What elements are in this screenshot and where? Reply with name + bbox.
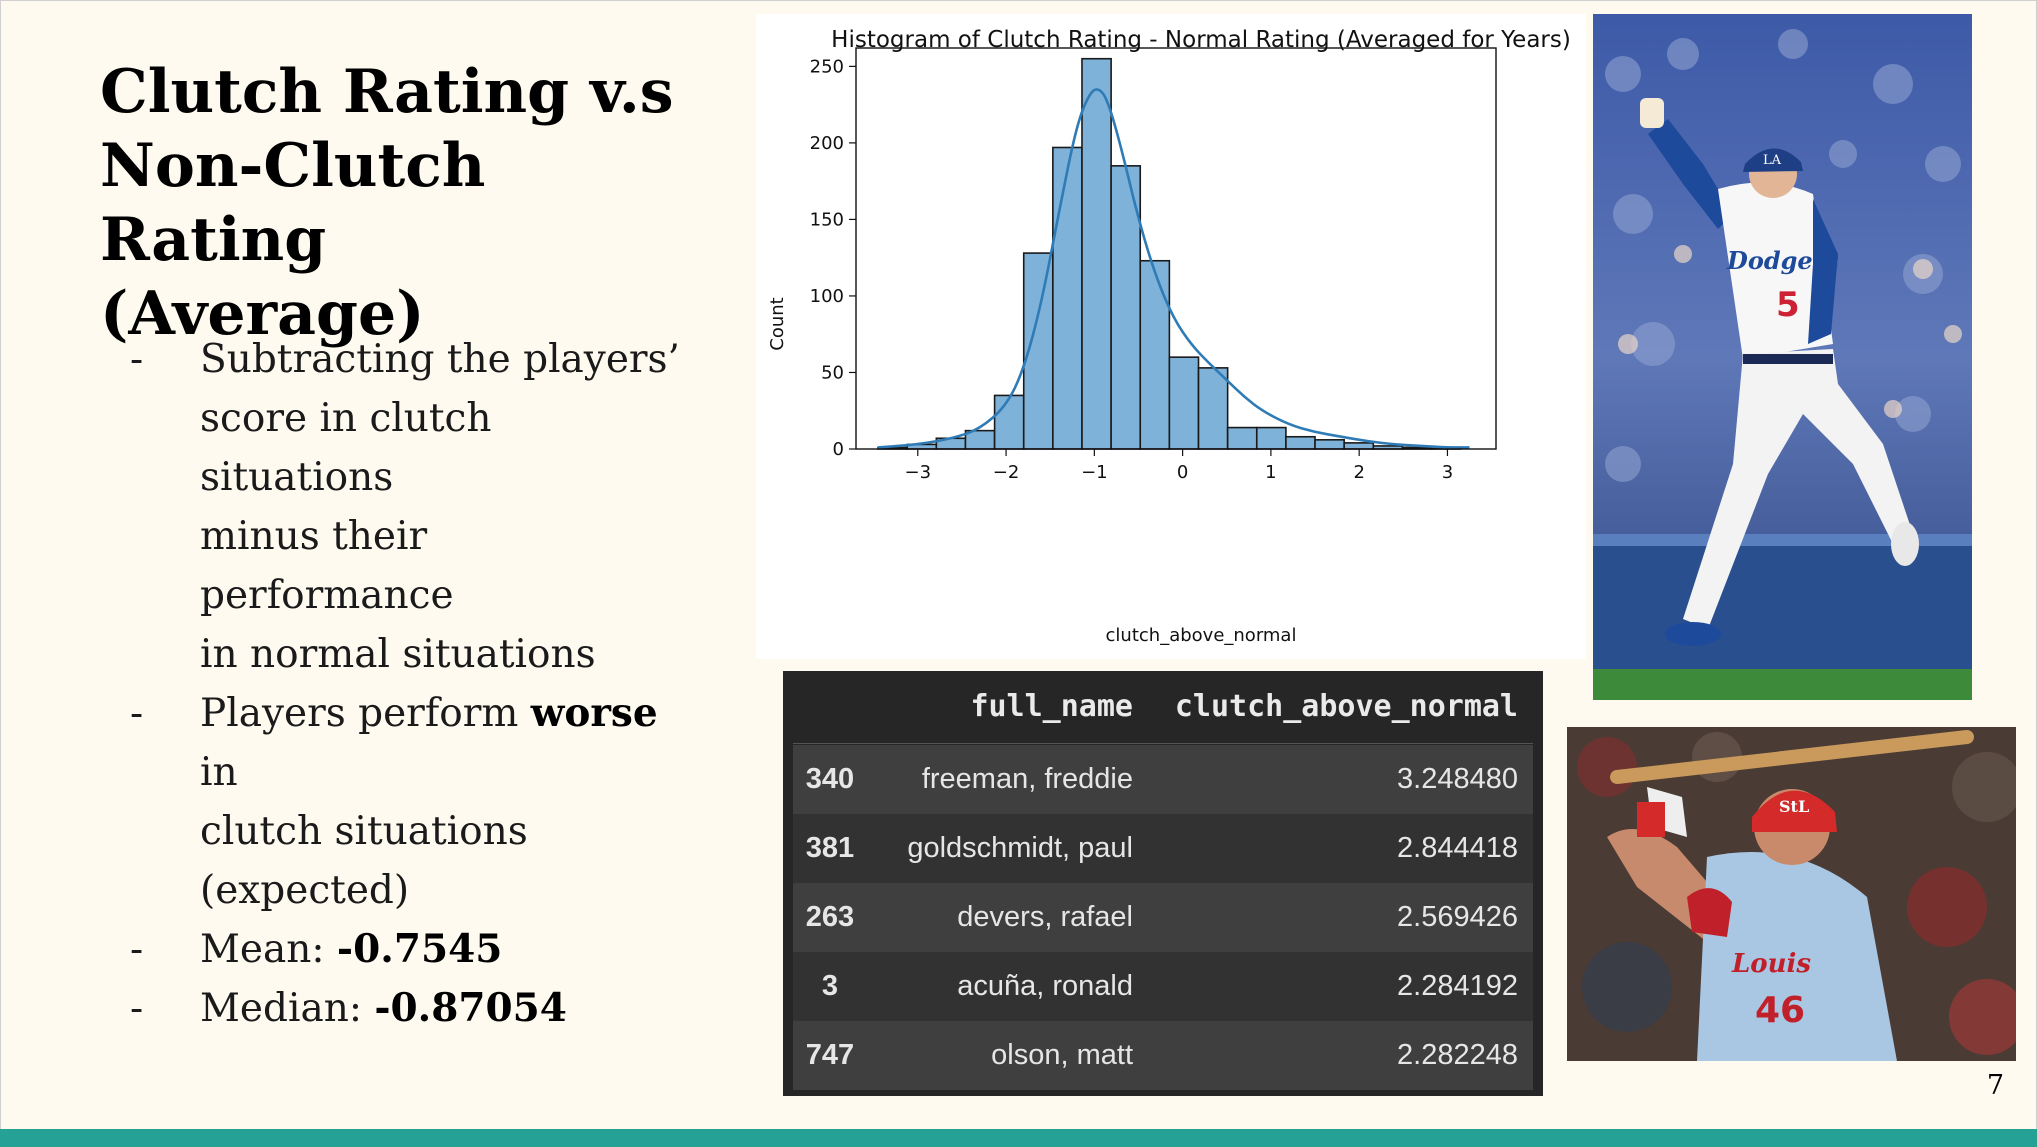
table-header: full_name clutch_above_normal: [793, 671, 1533, 744]
x-tick-label: −2: [993, 462, 1020, 483]
cap-text: StL: [1779, 797, 1809, 816]
table-row: 263 devers, rafael 2.569426: [793, 883, 1533, 952]
row-name: devers, rafael: [957, 901, 1133, 933]
histogram-svg: Histogram of Clutch Rating - Normal Rati…: [767, 27, 1571, 646]
bullet-line: minus their performance: [200, 514, 454, 618]
bullet-dash: -: [130, 691, 144, 736]
row-name: acuña, ronald: [957, 970, 1133, 1002]
x-tick-label: −1: [1081, 462, 1108, 483]
bullet-line: (expected): [200, 868, 410, 913]
bullet-item: - Subtracting the players’ score in clut…: [130, 330, 690, 684]
histogram-bar: [1139, 259, 1171, 450]
header-clutch-above-normal: clutch_above_normal: [1174, 689, 1518, 724]
slide-title: Clutch Rating v.s Non-Clutch Rating (Ave…: [100, 55, 700, 351]
x-tick-label: 2: [1353, 462, 1364, 483]
histogram-bar: [1197, 367, 1229, 450]
row-value: 2.284192: [1397, 970, 1518, 1002]
histogram-bar: [1255, 426, 1287, 450]
photo-dodgers-player: Dodgers 5 LA: [1593, 14, 1972, 700]
bullet-list: - Subtracting the players’ score in clut…: [130, 330, 690, 1038]
page-number: 7: [1986, 1070, 2004, 1101]
dodgers-player-illustration: Dodgers 5 LA: [1593, 14, 1972, 700]
cap-text: LA: [1763, 153, 1782, 168]
row-name: olson, matt: [991, 1039, 1133, 1071]
x-tick-label: 1: [1265, 462, 1276, 483]
title-line-2: Non-Clutch Rating: [100, 131, 486, 275]
photo-cardinals-player: StL Louis 46: [1567, 727, 2016, 1061]
title-line-3: (Average): [100, 279, 425, 349]
bullet-bold: worse: [530, 690, 658, 736]
jersey-number: 5: [1776, 285, 1800, 325]
top-clutch-table: full_name clutch_above_normal 340 freema…: [783, 671, 1543, 1096]
median-value: -0.87054: [374, 985, 567, 1031]
table-row: 3 acuña, ronald 2.284192: [793, 952, 1533, 1021]
row-value: 3.248480: [1397, 763, 1518, 795]
y-tick-label: 50: [821, 362, 844, 383]
mean-value: -0.7545: [336, 926, 503, 972]
row-value: 2.569426: [1397, 901, 1518, 933]
bullet-line: score in clutch situations: [200, 396, 492, 500]
y-tick-label: 100: [810, 286, 844, 307]
bullet-line: in normal situations: [200, 632, 596, 677]
y-tick-label: 250: [810, 56, 844, 77]
row-value: 2.844418: [1397, 832, 1518, 864]
row-value: 2.282248: [1397, 1039, 1518, 1071]
row-name: goldschmidt, paul: [907, 832, 1133, 864]
bullet-dash: -: [130, 927, 144, 972]
bar-group: [877, 57, 1462, 450]
x-tick-label: −3: [905, 462, 932, 483]
accent-bar: [0, 1129, 2037, 1147]
bullet-text: Players perform: [200, 691, 531, 736]
bullet-text: Mean:: [200, 927, 337, 972]
jersey-text: Dodgers: [1726, 246, 1839, 275]
row-index: 3: [821, 970, 839, 1002]
plot-frame: [855, 47, 1497, 450]
bullet-line: clutch situations: [200, 809, 528, 854]
bullet-item: - Players perform worse in clutch situat…: [130, 684, 690, 920]
axes-group: −3 −2 −1 0 1 2 3 0 50 100 150 200 250: [810, 47, 1497, 483]
y-tick-label: 200: [810, 133, 844, 154]
bullet-line: Subtracting the players’: [200, 337, 680, 382]
bullet-item-median: - Median: -0.87054: [130, 979, 690, 1038]
histogram-bar: [993, 394, 1025, 450]
table-row: 381 goldschmidt, paul 2.844418: [793, 814, 1533, 883]
bullet-dash: -: [130, 986, 144, 1031]
row-index: 340: [805, 763, 855, 795]
histogram-bar: [1314, 439, 1345, 450]
x-tick-label: 3: [1442, 462, 1453, 483]
row-index: 747: [805, 1039, 855, 1071]
cardinals-player-illustration: StL Louis 46: [1567, 727, 2016, 1061]
bullet-dash: -: [130, 337, 144, 382]
kde-line: [877, 88, 1470, 449]
chart-ylabel: Count: [767, 297, 788, 350]
bullet-text: in: [200, 750, 238, 795]
bullet-item-mean: - Mean: -0.7545: [130, 920, 690, 979]
y-tick-label: 0: [833, 439, 844, 460]
x-tick-label: 0: [1177, 462, 1188, 483]
row-name: freeman, freddie: [921, 763, 1133, 795]
jersey-number: 46: [1755, 990, 1805, 1031]
kde-line-group: [877, 88, 1470, 449]
chart-xlabel: clutch_above_normal: [1106, 625, 1297, 646]
chart-title: Histogram of Clutch Rating - Normal Rati…: [831, 27, 1571, 53]
row-index: 263: [805, 901, 855, 933]
bullet-text: Median:: [200, 986, 375, 1031]
table-row: 747 olson, matt 2.282248: [793, 1021, 1533, 1090]
jersey-text: Louis: [1731, 949, 1811, 979]
histogram-bar: [1052, 146, 1083, 450]
histogram-bar: [1285, 435, 1316, 450]
histogram-bar: [1226, 426, 1258, 450]
title-line-1: Clutch Rating v.s: [100, 57, 674, 127]
table-row: 340 freeman, freddie 3.248480: [793, 745, 1533, 814]
y-tick-label: 150: [810, 209, 844, 230]
histogram-bar: [1343, 442, 1375, 450]
row-index: 381: [805, 832, 855, 864]
histogram-bar: [1168, 356, 1200, 450]
histogram-chart: Histogram of Clutch Rating - Normal Rati…: [756, 14, 1586, 659]
header-full-name: full_name: [970, 689, 1133, 724]
histogram-bar: [1081, 57, 1112, 450]
